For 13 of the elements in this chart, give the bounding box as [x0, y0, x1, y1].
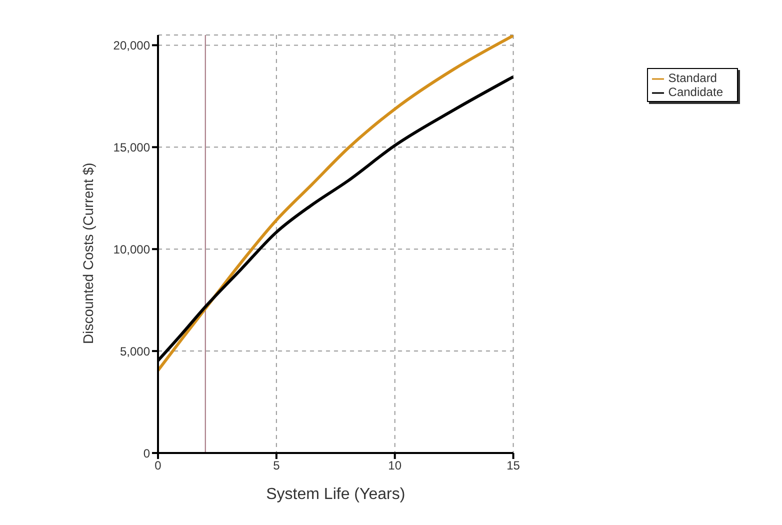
x-tick-label: 15 — [506, 458, 520, 473]
x-axis-title: System Life (Years) — [266, 486, 406, 503]
x-tick-label: 5 — [273, 458, 280, 473]
x-tick-label: 0 — [154, 458, 162, 473]
y-tick-label: 15,000 — [113, 140, 150, 154]
y-tick-label: 5,000 — [120, 344, 150, 358]
y-tick-label: 20,000 — [113, 38, 150, 52]
y-axis-title: Discounted Costs (Current $) — [80, 162, 96, 344]
y-tick-label: 10,000 — [113, 242, 150, 256]
y-tick-label: 0 — [143, 446, 150, 460]
legend-label: Candidate — [668, 85, 723, 99]
x-tick-label: 10 — [388, 458, 402, 473]
legend-label: Standard — [668, 71, 717, 85]
